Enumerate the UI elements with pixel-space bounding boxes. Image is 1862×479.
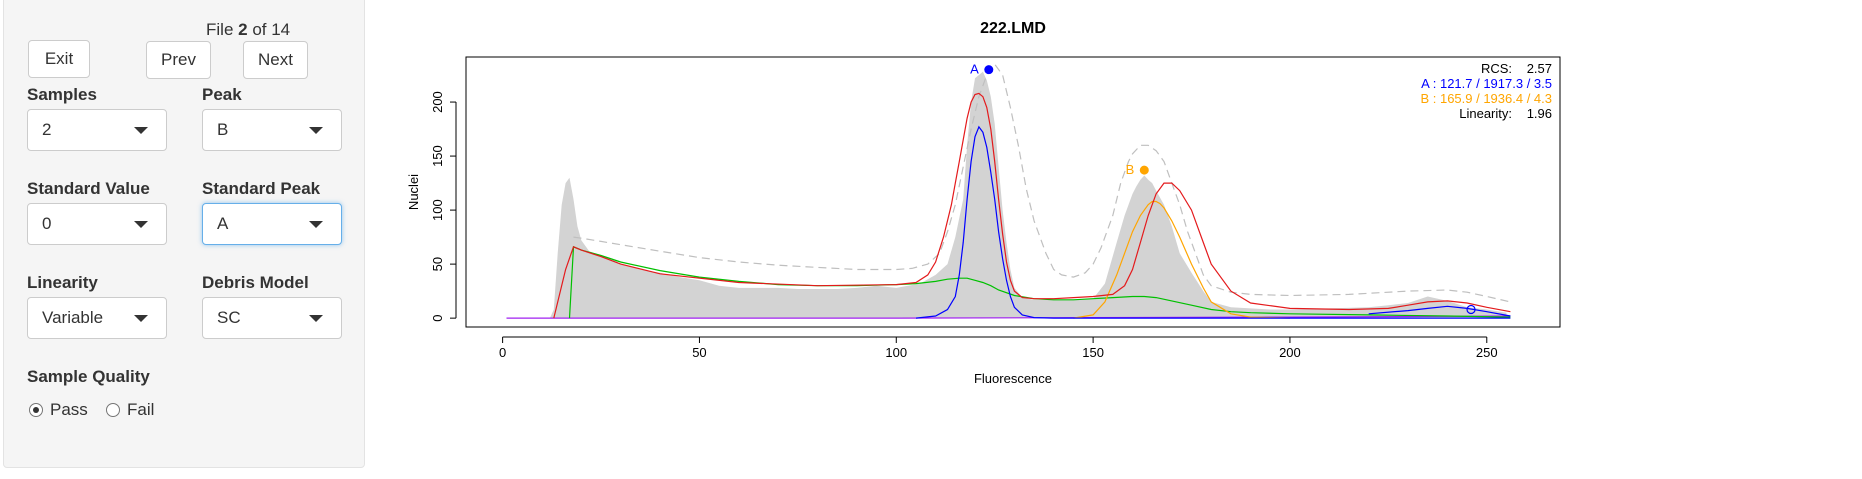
series-debris-line [568,245,1511,319]
file-counter-suffix: of 14 [247,20,291,39]
series-peak-a-line [915,125,1511,319]
lines-layer [506,63,1511,319]
x-tick-label: 150 [1082,345,1104,360]
chevron-down-icon [309,315,323,322]
peak-a-g2-marker [1466,304,1476,315]
sidebar-panel: File 2 of 14 Exit Prev Next Samples 2 Pe… [3,0,365,468]
peak-label: Peak [202,85,242,104]
peak-select-value: B [217,120,229,139]
legend-peak-b: B : 165.9 / 1936.4 / 4.3 [1420,91,1552,106]
peak-a-marker [984,65,994,75]
series-peak-a-g2-line [1368,305,1511,317]
histogram-area [541,71,1507,319]
y-axis-label: Nuclei [406,174,421,210]
x-tick-label: 200 [1279,345,1301,360]
linearity-label: Linearity [27,273,98,292]
y-tick-label: 50 [430,257,445,271]
linearity-select-value: Variable [42,308,104,327]
series-model-line [553,92,1511,319]
file-current-number: 2 [238,20,248,39]
next-button[interactable]: Next [243,41,308,79]
samples-select[interactable]: 2 [27,109,167,151]
pass-radio-label[interactable]: Pass [50,400,88,419]
chevron-down-icon [309,127,323,134]
standard-value-label: Standard Value [27,179,150,198]
legend-rcs-value: 2.57 [1527,61,1552,76]
debris-model-label: Debris Model [202,273,309,292]
chevron-down-icon [134,315,148,322]
standard-peak-label: Standard Peak [202,179,321,198]
debris-model-select[interactable]: SC [202,297,342,339]
x-tick-label: 0 [499,345,506,360]
linearity-select[interactable]: Variable [27,297,167,339]
file-counter-prefix: File [206,20,239,39]
plot-frame [465,56,1561,328]
exit-button[interactable]: Exit [28,40,90,78]
y-tick-label: 0 [430,315,445,322]
peak-b-marker [1139,165,1149,175]
y-tick-label: 150 [430,145,445,167]
legend: RCS: 2.57 A : 121.7 / 1917.3 / 3.5 B : 1… [1420,61,1552,121]
x-tick-label: 50 [692,345,706,360]
series-aggregates-line [506,315,1511,319]
series-peak-b-line [1073,200,1290,319]
y-tick-label: 100 [430,199,445,221]
prev-button[interactable]: Prev [146,41,211,79]
histogram-layer [541,71,1507,319]
standard-peak-select-value: A [217,214,229,233]
chevron-down-icon [134,127,148,134]
file-counter: File 2 of 14 [206,20,290,40]
legend-rcs-label: RCS: [1481,61,1512,76]
standard-value-select-value: 0 [42,214,52,233]
y-tick-label: 200 [430,91,445,113]
x-tick-label: 100 [885,345,907,360]
peak-select[interactable]: B [202,109,342,151]
series-envelope-line [573,63,1511,303]
axes-layer: 0 50 100 150 200 250 0 50 100 150 200 [430,56,1561,360]
chevron-down-icon [309,221,323,228]
markers-layer: AB [970,62,1476,315]
pass-radio[interactable] [29,403,43,417]
x-tick-label: 250 [1476,345,1498,360]
standard-peak-select[interactable]: A [202,203,342,245]
samples-label: Samples [27,85,97,104]
debris-model-select-value: SC [217,308,241,327]
chevron-down-icon [134,221,148,228]
standard-value-select[interactable]: 0 [27,203,167,245]
legend-peak-a: A : 121.7 / 1917.3 / 3.5 [1421,76,1552,91]
chart-title: 222.LMD [980,20,1046,37]
legend-linearity-value: 1.96 [1527,106,1552,121]
fail-radio[interactable] [106,403,120,417]
samples-select-value: 2 [42,120,52,139]
peak-b-marker-label: B [1126,162,1135,177]
legend-linearity-label: Linearity: [1459,106,1512,121]
sample-quality-label: Sample Quality [27,367,150,386]
fail-radio-label[interactable]: Fail [127,400,155,419]
x-axis-label: Fluorescence [974,371,1052,386]
peak-a-marker-label: A [970,62,979,77]
